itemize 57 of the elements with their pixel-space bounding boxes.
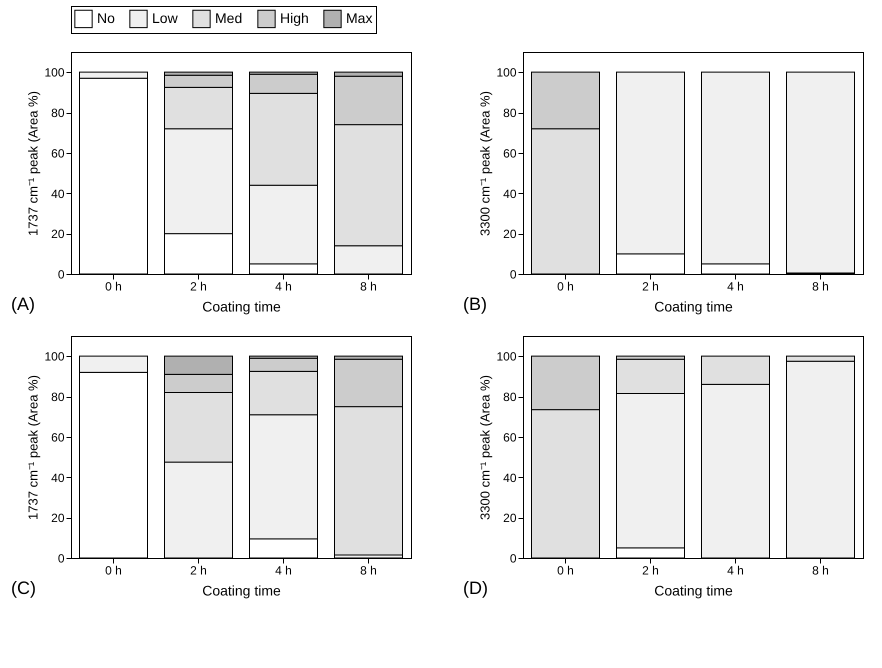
x-axis-title: Coating time (654, 582, 734, 598)
text: (D) (463, 578, 488, 598)
y-tick-label: 40 (503, 186, 517, 201)
x-tick-label: 8 h (812, 564, 829, 578)
x-tick-label: 2 h (190, 564, 207, 578)
y-tick-label: 0 (58, 268, 65, 282)
y-tick-label: 80 (503, 390, 517, 404)
y-tick-label: 80 (51, 390, 65, 404)
y-tick-label: 100 (496, 66, 517, 80)
text: (B) (463, 294, 487, 314)
y-tick-label: 100 (44, 66, 65, 80)
legend-label: High (280, 10, 309, 26)
x-tick-label: 4 h (727, 564, 744, 578)
x-axis-title: Coating time (202, 298, 282, 314)
x-tick-label: 4 h (727, 280, 744, 294)
x-tick-label: 0 h (105, 564, 122, 578)
x-tick-label: 2 h (190, 280, 207, 294)
x-tick-label: 8 h (360, 280, 377, 294)
y-tick-label: 40 (51, 186, 65, 201)
y-axis-title: 3300 cm⁻¹ peak (Area %) (477, 375, 492, 520)
legend-label: Med (215, 10, 242, 26)
legend-label: Max (346, 10, 372, 26)
y-axis-title: 1737 cm⁻¹ peak (Area %) (25, 91, 40, 236)
x-tick-label: 2 h (642, 280, 659, 294)
y-tick-label: 60 (503, 430, 517, 444)
x-tick-label: 8 h (812, 280, 829, 294)
x-tick-label: 8 h (360, 564, 377, 578)
y-axis-title: 1737 cm⁻¹ peak (Area %) (25, 375, 40, 520)
legend-label: Low (152, 10, 179, 26)
y-tick-label: 60 (51, 430, 65, 444)
x-axis-title: Coating time (654, 298, 734, 314)
x-tick-label: 4 h (275, 564, 292, 578)
text: (C) (11, 578, 36, 598)
y-tick-label: 60 (503, 146, 517, 160)
x-tick-label: 0 h (557, 564, 574, 578)
legend-label: No (97, 10, 116, 26)
y-tick-label: 0 (510, 552, 517, 566)
y-axis-title: 3300 cm⁻¹ peak (Area %) (477, 91, 492, 236)
y-tick-label: 20 (51, 511, 65, 526)
x-tick-label: 0 h (557, 280, 574, 294)
y-tick-label: 60 (51, 146, 65, 160)
y-tick-label: 80 (503, 106, 517, 120)
x-axis-title: Coating time (202, 582, 282, 598)
y-tick-label: 100 (44, 350, 65, 364)
y-tick-label: 100 (496, 350, 517, 364)
x-tick-label: 0 h (105, 280, 122, 294)
y-tick-label: 20 (51, 227, 65, 242)
y-tick-label: 20 (503, 511, 517, 526)
y-tick-label: 40 (51, 470, 65, 485)
y-tick-label: 80 (51, 106, 65, 120)
x-tick-label: 4 h (275, 280, 292, 294)
y-tick-label: 0 (510, 268, 517, 282)
y-tick-label: 20 (503, 227, 517, 242)
y-tick-label: 0 (58, 552, 65, 566)
x-tick-label: 2 h (642, 564, 659, 578)
y-tick-label: 40 (503, 470, 517, 485)
text: (A) (11, 294, 35, 314)
